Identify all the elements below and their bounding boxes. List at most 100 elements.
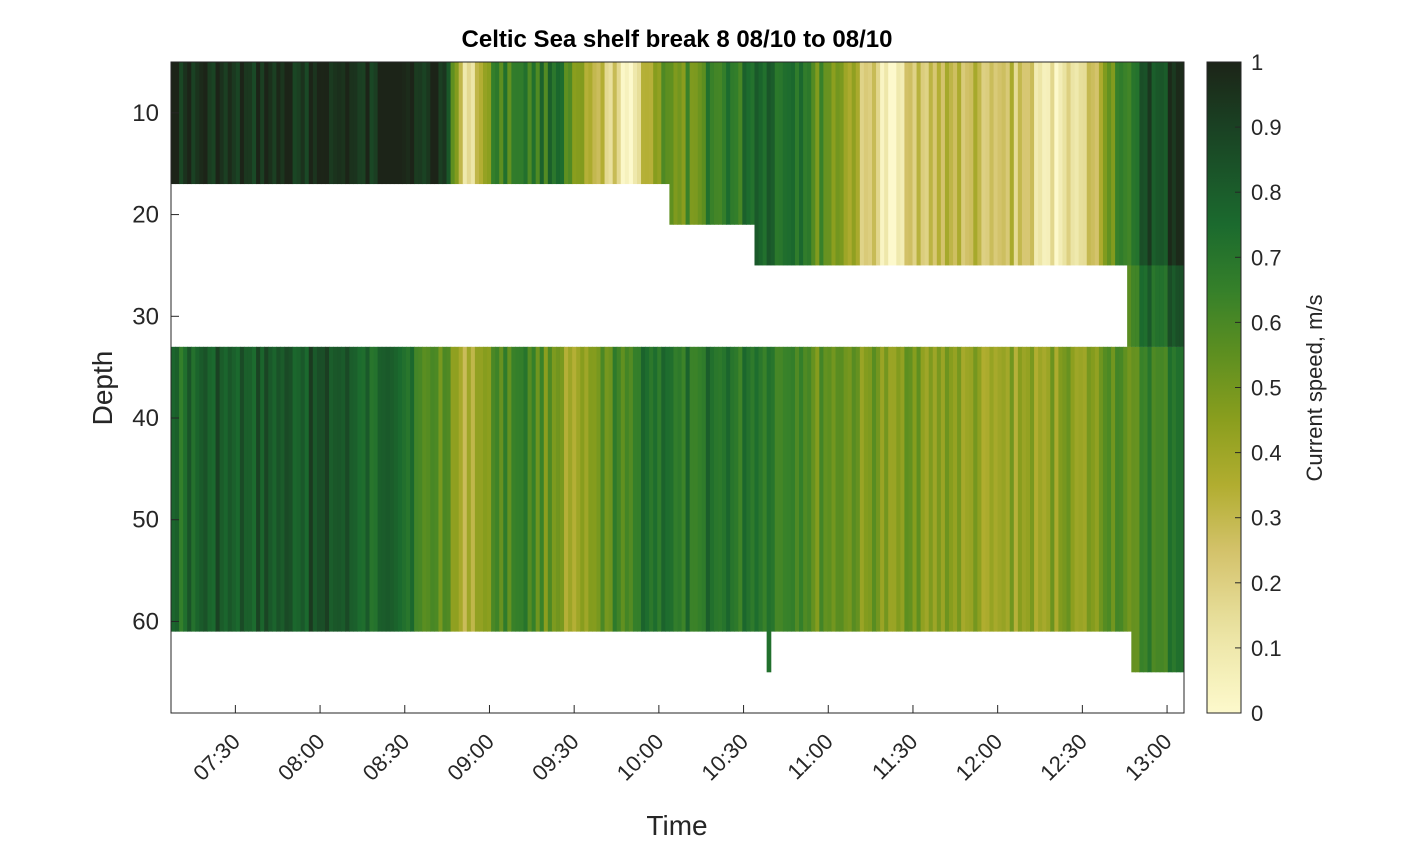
heatmap-column <box>1102 62 1108 266</box>
heatmap-column <box>807 346 812 632</box>
heatmap-column <box>337 62 342 185</box>
heatmap-column <box>969 346 974 632</box>
heatmap-column <box>880 62 885 266</box>
heatmap-column <box>993 62 999 266</box>
heatmap-column <box>989 346 995 632</box>
colorbar-tick-label: 0.5 <box>1251 376 1282 401</box>
heatmap-column <box>551 346 557 632</box>
heatmap-column <box>1094 62 1100 266</box>
heatmap-column <box>239 346 245 632</box>
heatmap-column <box>426 62 431 185</box>
heatmap-column <box>709 62 715 225</box>
heatmap-column <box>458 346 464 632</box>
heatmap-column <box>843 346 849 632</box>
heatmap-column <box>722 62 727 225</box>
heatmap-column <box>175 346 180 632</box>
heatmap-column <box>718 346 723 632</box>
heatmap-column <box>604 62 610 185</box>
heatmap-column <box>790 346 796 632</box>
heatmap-column <box>661 346 666 632</box>
heatmap-column <box>410 62 415 185</box>
heatmap-column <box>483 346 488 632</box>
heatmap-column <box>288 346 294 632</box>
heatmap-column <box>576 62 581 185</box>
heatmap-column <box>884 346 889 632</box>
heatmap-column <box>519 346 525 632</box>
heatmap-column <box>243 346 249 632</box>
heatmap-column <box>742 62 747 225</box>
heatmap-column <box>750 62 756 225</box>
heatmap-column <box>1147 346 1153 673</box>
heatmap-column <box>264 346 269 632</box>
heatmap-column <box>863 346 869 632</box>
heatmap-column <box>171 346 176 632</box>
heatmap-column <box>924 346 930 632</box>
heatmap-column <box>539 62 545 185</box>
x-axis-label: Time <box>646 810 707 841</box>
heatmap-column <box>191 62 196 185</box>
heatmap-column <box>187 346 192 632</box>
heatmap-column <box>329 62 334 185</box>
heatmap-column <box>316 346 322 632</box>
heatmap-column <box>576 346 581 632</box>
colorbar-tick-label: 0.6 <box>1251 310 1282 335</box>
heatmap-column <box>559 346 565 632</box>
heatmap-column <box>361 346 367 632</box>
heatmap-column <box>1005 346 1011 632</box>
heatmap-column <box>487 346 492 632</box>
heatmap-column <box>628 346 634 632</box>
heatmap-column <box>977 62 982 266</box>
heatmap-column <box>1111 62 1116 266</box>
heatmap-column <box>847 346 853 632</box>
heatmap-column <box>247 62 253 185</box>
heatmap-column <box>981 62 987 266</box>
heatmap-column <box>430 62 435 185</box>
heatmap-column <box>653 346 658 632</box>
heatmap-column <box>1054 62 1059 266</box>
heatmap-column <box>867 62 873 266</box>
heatmap-column <box>1127 62 1132 347</box>
heatmap-column <box>588 346 594 632</box>
colorbar-tick-label: 0.4 <box>1251 441 1282 466</box>
heatmap-column <box>1046 62 1051 266</box>
heatmap-column <box>1151 62 1157 347</box>
heatmap-column <box>353 62 358 185</box>
heatmap-column <box>859 346 865 632</box>
heatmap-column <box>827 62 833 266</box>
heatmap-column <box>495 62 500 185</box>
heatmap-column <box>211 62 217 185</box>
heatmap-column <box>1163 62 1169 347</box>
heatmap-column <box>256 62 261 185</box>
heatmap-column <box>195 62 200 185</box>
heatmap-column <box>1034 62 1039 266</box>
heatmap-column <box>434 62 440 185</box>
heatmap-column <box>410 346 415 632</box>
heatmap-column <box>600 346 606 632</box>
heatmap-column <box>1009 346 1015 632</box>
heatmap-column <box>904 62 910 266</box>
heatmap-column <box>965 62 970 266</box>
heatmap-column <box>940 346 946 632</box>
heatmap-column <box>649 62 654 185</box>
heatmap-column <box>965 346 970 632</box>
heatmap-column <box>823 62 829 266</box>
heatmap-column <box>458 62 464 185</box>
colorbar-label: Current speed, m/s <box>1302 294 1327 481</box>
heatmap-column <box>474 62 480 185</box>
heatmap-column <box>701 62 707 225</box>
heatmap-column <box>1127 265 1132 347</box>
heatmap-column <box>491 346 496 632</box>
chart-title: Celtic Sea shelf break 8 08/10 to 08/10 <box>462 26 893 53</box>
heatmap-column <box>1179 62 1184 347</box>
heatmap-column <box>697 62 703 225</box>
heatmap-column <box>377 346 383 632</box>
heatmap-column <box>1127 346 1132 632</box>
heatmap-column <box>231 62 237 185</box>
heatmap-column <box>1159 62 1165 347</box>
heatmap-column <box>1175 346 1181 673</box>
heatmap-column <box>199 62 205 185</box>
heatmap-column <box>272 62 277 185</box>
heatmap-column <box>227 62 233 185</box>
heatmap-column <box>523 346 529 632</box>
heatmap-column <box>669 62 675 225</box>
